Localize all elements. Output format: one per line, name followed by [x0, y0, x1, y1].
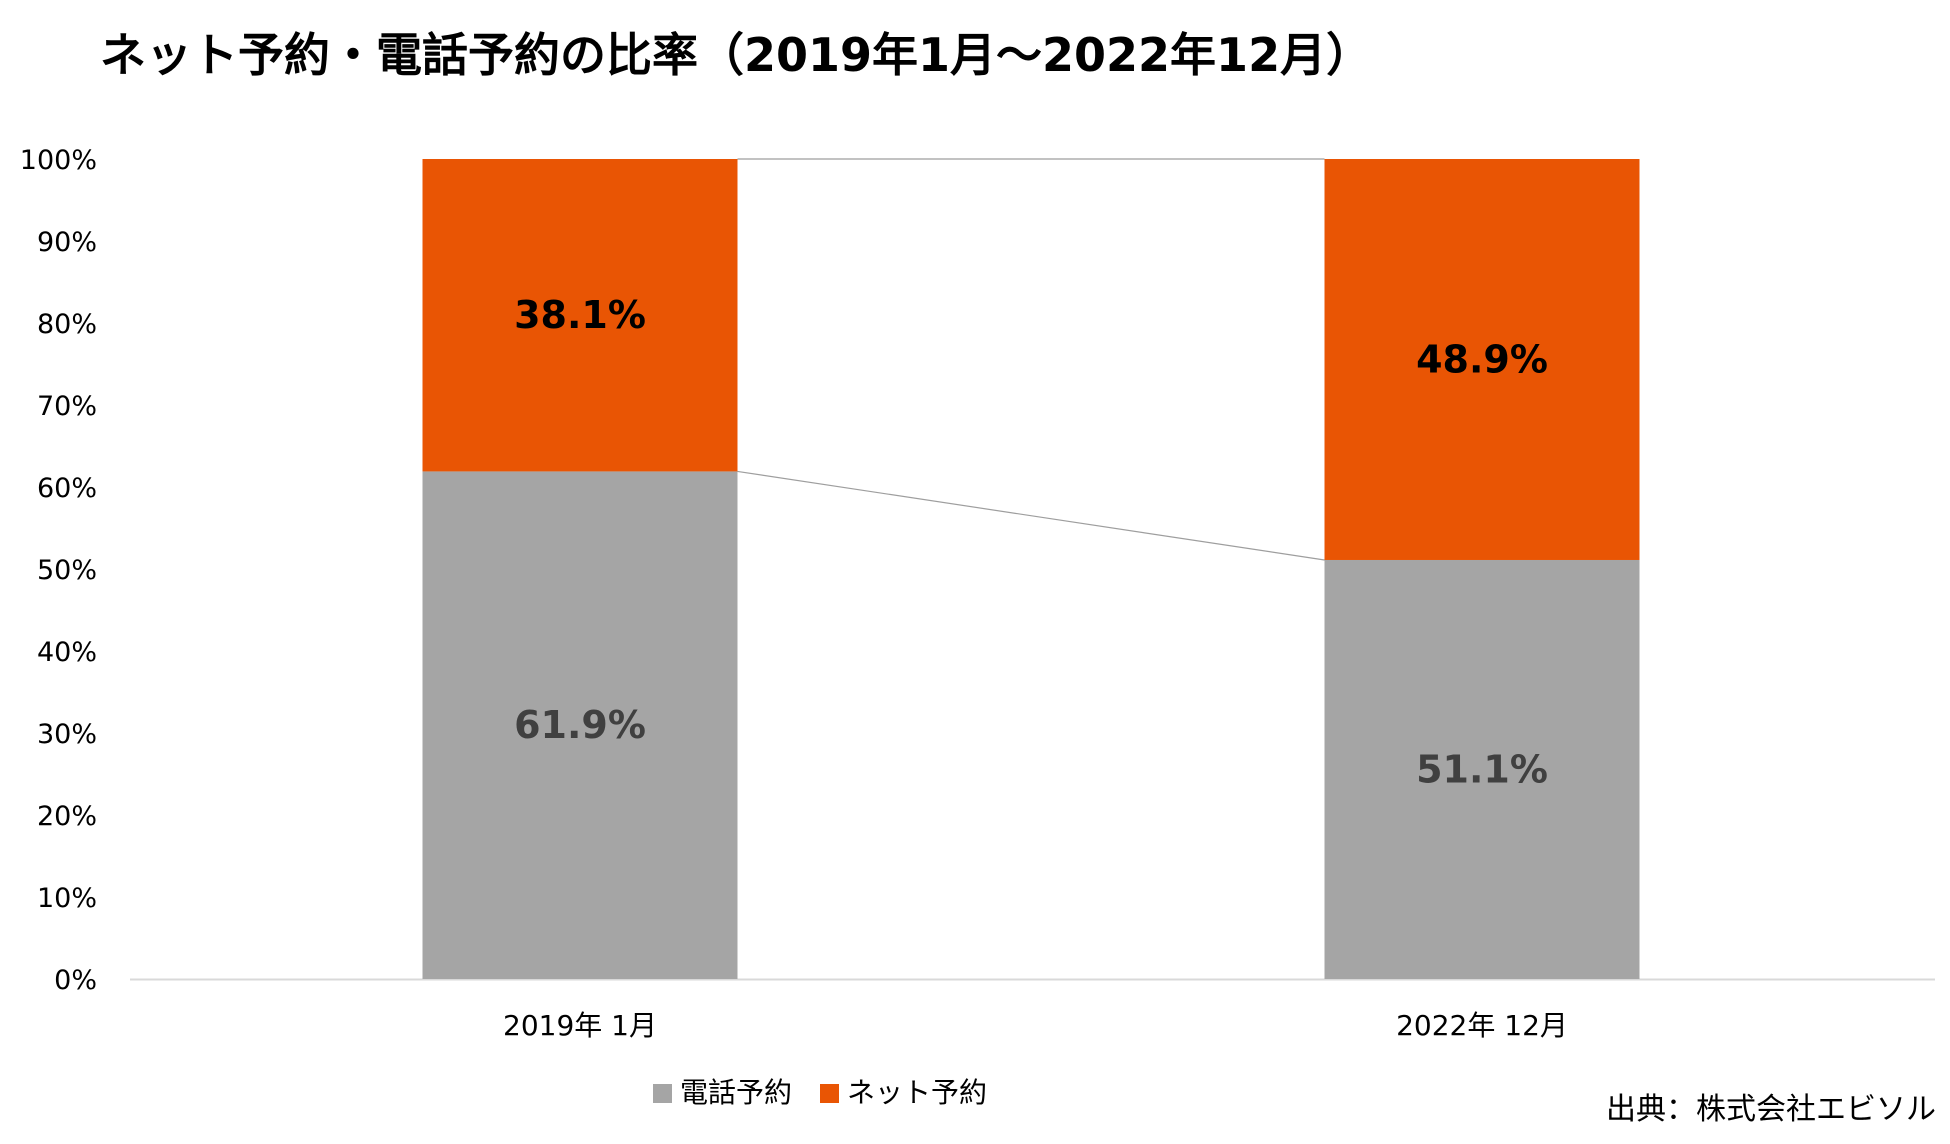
- series-connector-line: [737, 470, 1325, 561]
- y-tick-label: 40%: [37, 637, 97, 668]
- bar-net: [1324, 159, 1640, 560]
- y-tick-label: 50%: [37, 555, 97, 586]
- bar-phone: [1324, 559, 1640, 979]
- legend: 電話予約 ネット予約: [0, 1073, 1950, 1113]
- y-tick-label: 90%: [37, 227, 97, 258]
- x-category-label: 2019年 1月: [503, 1009, 657, 1042]
- legend-item-net: ネット予約: [820, 1073, 987, 1113]
- y-tick-label: 20%: [37, 801, 97, 832]
- y-tick-label: 60%: [37, 473, 97, 504]
- y-tick-label: 100%: [20, 145, 97, 176]
- y-tick-label: 0%: [54, 965, 97, 996]
- legend-swatch-net: [820, 1083, 839, 1103]
- chart-title: ネット予約・電話予約の比率（2019年1月～2022年12月）: [100, 28, 1373, 82]
- bar-net: [422, 159, 738, 472]
- data-label-net: 48.9%: [1416, 337, 1548, 381]
- y-tick-label: 70%: [37, 391, 97, 422]
- bar-phone: [422, 471, 738, 979]
- legend-item-phone: 電話予約: [652, 1073, 792, 1113]
- source-note: 出典：株式会社エビソル: [1606, 1092, 1936, 1127]
- legend-swatch-phone: [652, 1083, 672, 1103]
- legend-label-phone: 電話予約: [679, 1076, 792, 1109]
- data-label-phone: 61.9%: [514, 703, 646, 747]
- data-label-net: 38.1%: [514, 293, 646, 337]
- y-tick-label: 30%: [37, 719, 97, 750]
- data-label-phone: 51.1%: [1416, 747, 1548, 791]
- y-tick-label: 80%: [37, 309, 97, 340]
- x-category-label: 2022年 12月: [1396, 1009, 1568, 1042]
- legend-label-net: ネット予約: [847, 1076, 988, 1109]
- y-tick-label: 10%: [37, 883, 97, 914]
